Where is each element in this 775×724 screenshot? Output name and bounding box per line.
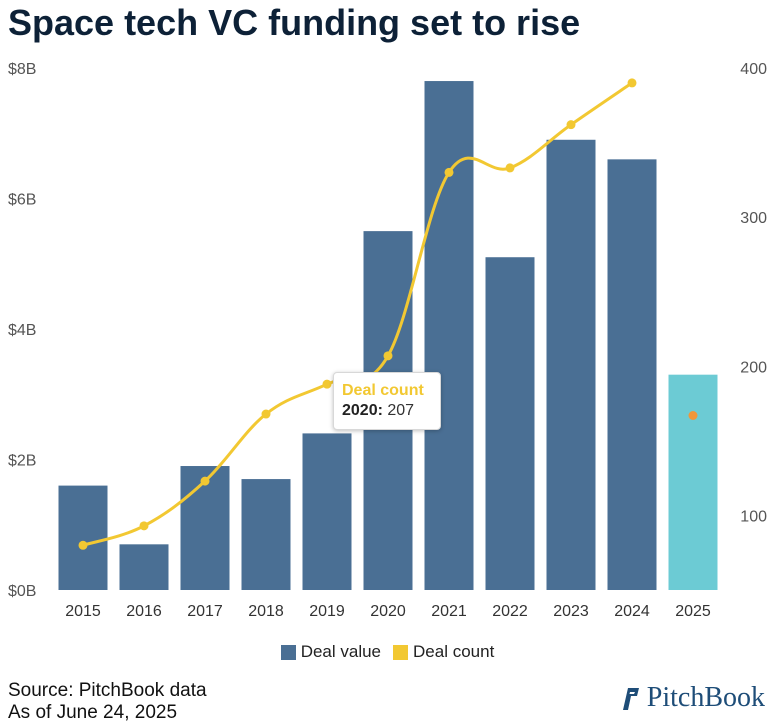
right-tick-label: 100 bbox=[740, 508, 767, 525]
bar-2024[interactable] bbox=[607, 159, 657, 590]
x-tick-2022: 2022 bbox=[492, 603, 528, 620]
left-tick-label: $8B bbox=[8, 61, 36, 78]
deal-count-point-2025[interactable] bbox=[688, 411, 698, 421]
bar-2023[interactable] bbox=[546, 139, 596, 590]
bar-2021[interactable] bbox=[424, 81, 474, 591]
date-note: As of June 24, 2025 bbox=[8, 702, 178, 723]
x-tick-2019: 2019 bbox=[309, 603, 345, 620]
x-tick-2024: 2024 bbox=[614, 603, 650, 620]
bar-2017[interactable] bbox=[180, 466, 230, 590]
x-tick-2025: 2025 bbox=[675, 603, 711, 620]
source-note: Source: PitchBook data bbox=[8, 680, 207, 701]
deal-count-point-2023[interactable] bbox=[566, 120, 576, 130]
x-tick-2023: 2023 bbox=[553, 603, 589, 620]
left-tick-label: $4B bbox=[8, 322, 36, 339]
legend: Deal value Deal count bbox=[0, 642, 775, 662]
bar-2015[interactable] bbox=[58, 485, 108, 590]
x-tick-2020: 2020 bbox=[370, 603, 406, 620]
deal-count-line bbox=[82, 81, 633, 547]
tooltip-year: 2020: bbox=[342, 402, 383, 419]
x-tick-2015: 2015 bbox=[65, 603, 101, 620]
legend-item-deal-value[interactable]: Deal value bbox=[280, 642, 382, 662]
pitchbook-logo-icon bbox=[622, 688, 639, 710]
footer: Source: PitchBook data As of June 24, 20… bbox=[8, 680, 207, 724]
left-tick-label: $0B bbox=[8, 583, 36, 600]
bars-group bbox=[58, 81, 718, 591]
deal-count-line-group bbox=[78, 78, 698, 550]
bar-2018[interactable] bbox=[241, 479, 291, 590]
x-tick-2021: 2021 bbox=[431, 603, 467, 620]
x-tick-2016: 2016 bbox=[126, 603, 162, 620]
legend-label-deal-count: Deal count bbox=[413, 642, 495, 661]
legend-label-deal-value: Deal value bbox=[300, 642, 382, 661]
tooltip-value: 207 bbox=[387, 402, 415, 419]
deal-count-point-2018[interactable] bbox=[261, 409, 271, 419]
deal-count-point-2016[interactable] bbox=[139, 521, 149, 531]
right-tick-label: 300 bbox=[740, 210, 767, 227]
deal-count-point-2022[interactable] bbox=[505, 163, 515, 173]
right-axis: 100 200 300 400 bbox=[740, 61, 767, 525]
bar-2025[interactable] bbox=[668, 374, 718, 590]
right-tick-label: 400 bbox=[740, 61, 767, 78]
x-axis: 2015 2016 2017 2018 2019 2020 2021 2022 2023 2024… bbox=[65, 603, 711, 620]
bar-2019[interactable] bbox=[302, 433, 352, 590]
pitchbook-logo-text: PitchBook bbox=[646, 682, 765, 713]
deal-count-point-2019[interactable] bbox=[322, 379, 332, 389]
x-tick-2017: 2017 bbox=[187, 603, 223, 620]
tooltip-title: Deal count bbox=[342, 382, 424, 399]
deal-count-point-2021[interactable] bbox=[444, 167, 454, 177]
chart-title: Space tech VC funding set to rise bbox=[8, 2, 581, 43]
bar-2022[interactable] bbox=[485, 257, 535, 590]
legend-item-deal-count[interactable]: Deal count bbox=[393, 642, 494, 662]
left-tick-label: $2B bbox=[8, 453, 36, 470]
deal-count-tooltip: Deal count 2020: 207 bbox=[333, 372, 441, 430]
tooltip-body: 2020: 207 bbox=[342, 401, 432, 421]
x-tick-2018: 2018 bbox=[248, 603, 284, 620]
right-tick-label: 200 bbox=[740, 359, 767, 376]
bar-2016[interactable] bbox=[119, 544, 169, 590]
legend-swatch-deal-value bbox=[280, 644, 296, 660]
deal-count-point-2024[interactable] bbox=[627, 78, 637, 88]
deal-count-point-2015[interactable] bbox=[78, 540, 88, 550]
left-axis: $0B $2B $4B $6B $8B bbox=[8, 61, 36, 600]
deal-count-point-2020[interactable] bbox=[383, 351, 393, 361]
deal-count-point-2017[interactable] bbox=[200, 476, 210, 486]
pitchbook-logo: PitchBook bbox=[619, 682, 765, 714]
left-tick-label: $6B bbox=[8, 192, 36, 209]
legend-swatch-deal-count bbox=[393, 644, 409, 660]
